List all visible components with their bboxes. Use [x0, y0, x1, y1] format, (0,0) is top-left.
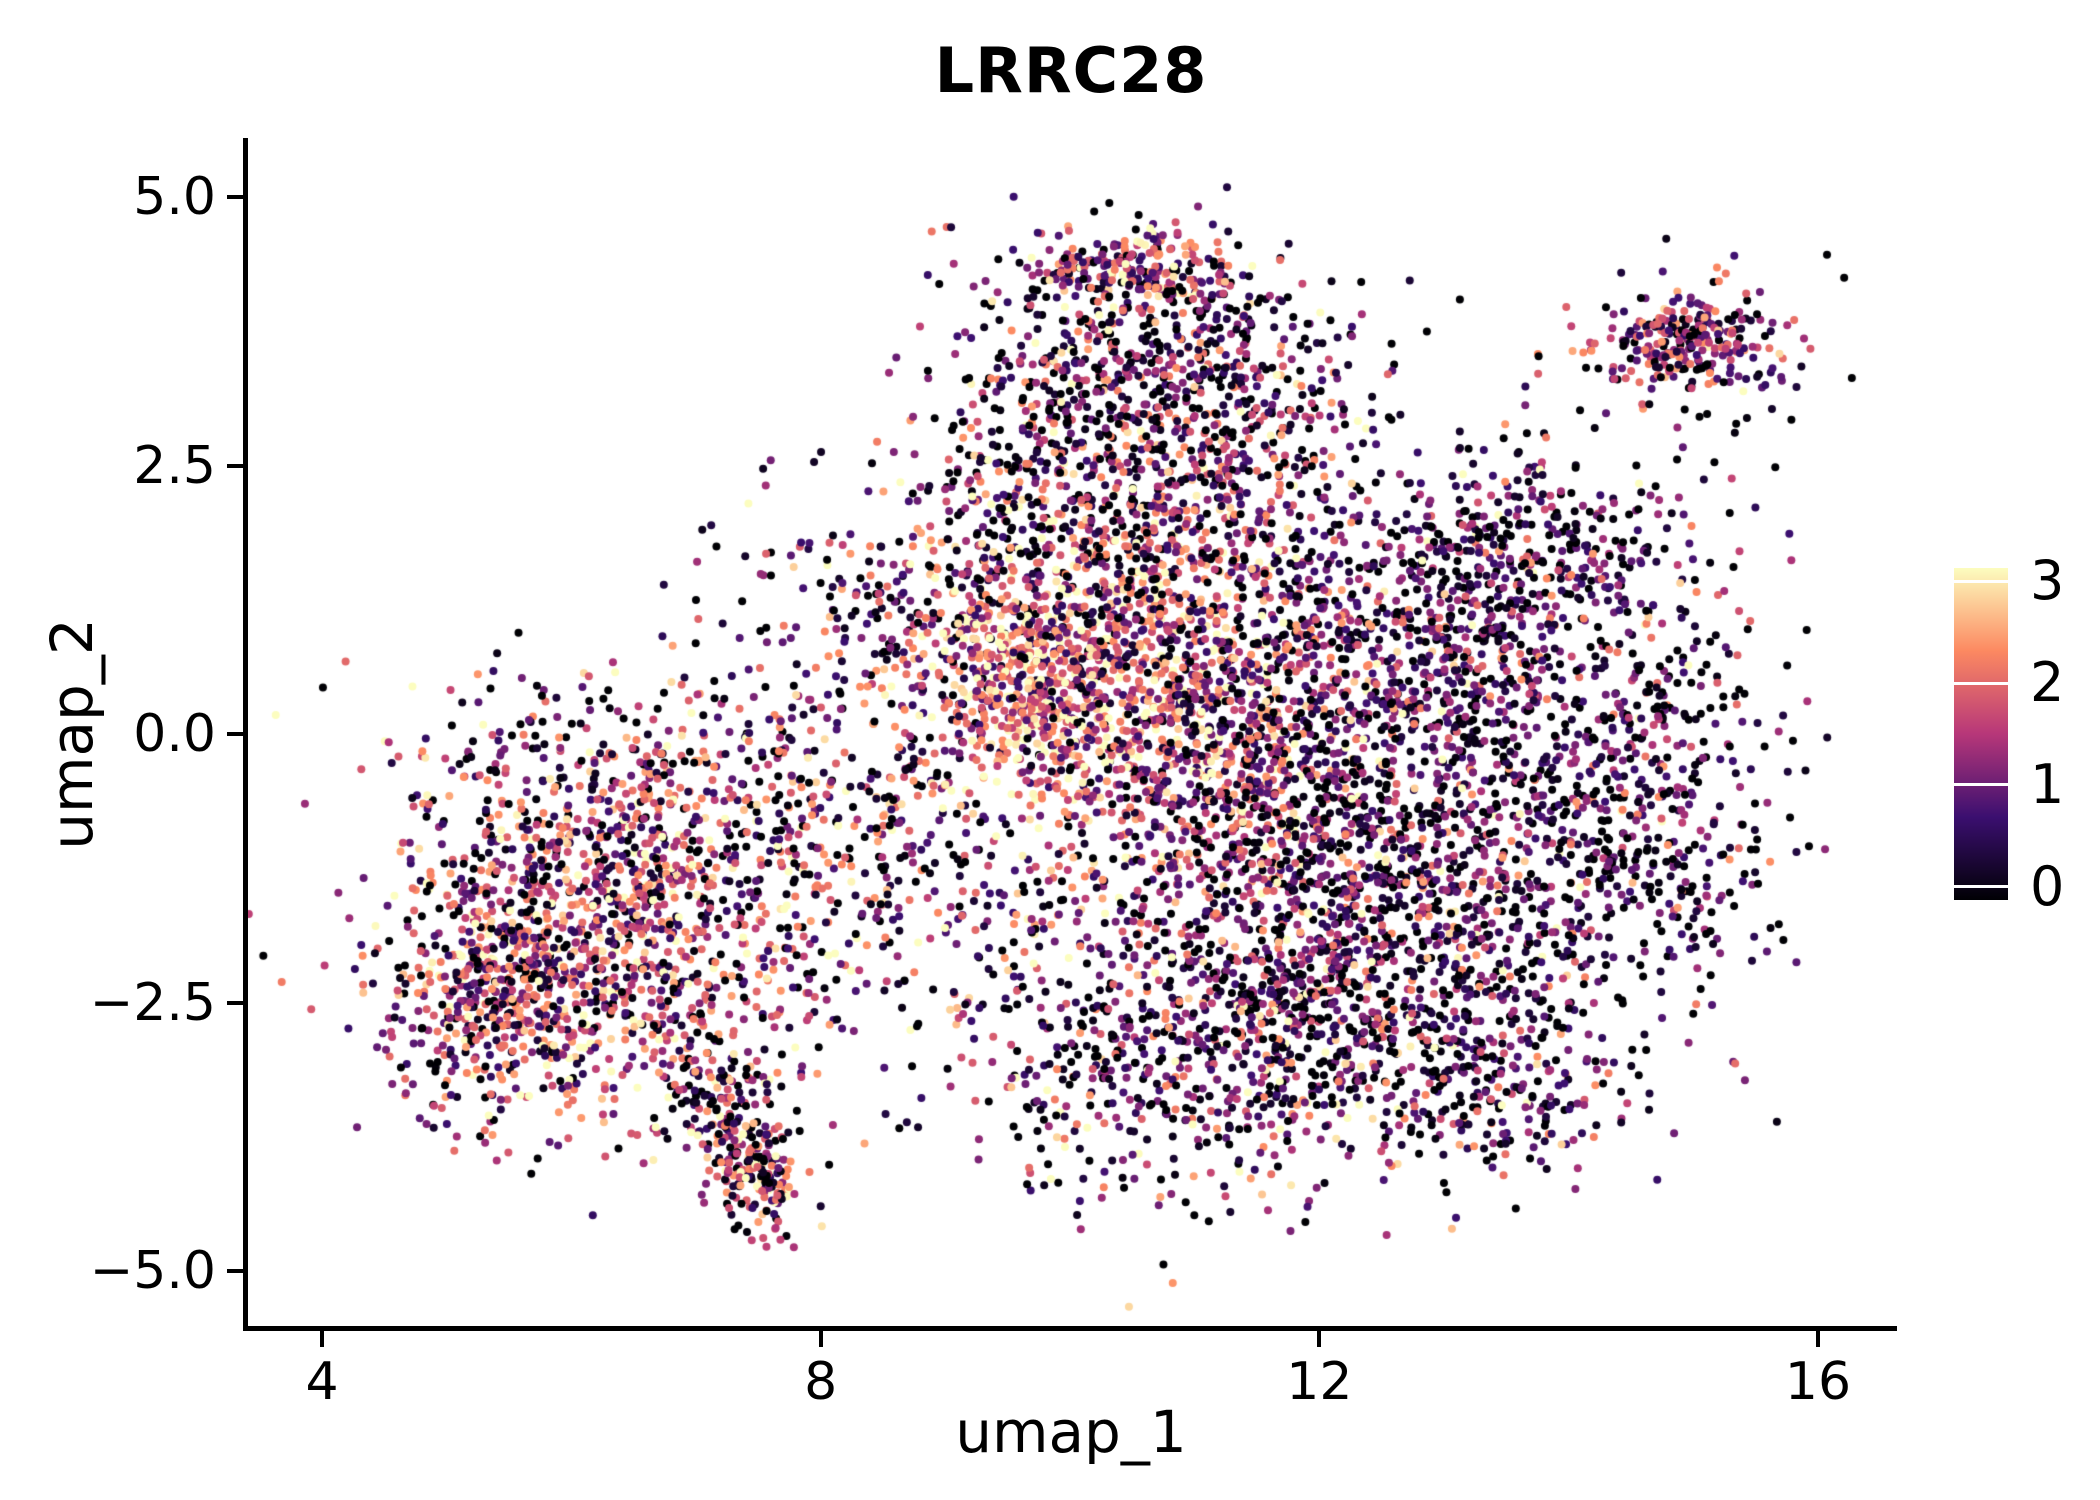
x-axis-label: umap_1 [955, 1398, 1187, 1466]
y-tick-label: 5.0 [133, 167, 216, 227]
colorbar-tick-mark [1954, 579, 2008, 583]
y-tick-label: −2.5 [89, 972, 216, 1033]
colorbar-tick-label: 2 [2030, 651, 2065, 715]
x-tick-mark [1816, 1331, 1820, 1347]
x-axis-line [243, 1326, 1897, 1331]
chart-title: LRRC28 [934, 34, 1208, 107]
x-tick-mark [1317, 1331, 1322, 1347]
y-tick-mark [227, 1269, 243, 1273]
colorbar: 3 2 1 0 [1954, 551, 2100, 916]
y-tick-mark [227, 1000, 243, 1005]
y-tick-label: −5.0 [89, 1241, 216, 1301]
y-axis-line [243, 138, 248, 1330]
x-tick-mark [320, 1331, 324, 1347]
y-tick-label: 0.0 [133, 704, 216, 764]
colorbar-tick-mark [1954, 885, 2008, 889]
y-tick-mark [227, 463, 243, 468]
colorbar-tick-label: 1 [2030, 752, 2065, 816]
x-tick-label: 4 [305, 1352, 339, 1412]
colorbar-tick-mark [1954, 681, 2008, 685]
colorbar-tick-mark [1954, 783, 2008, 787]
y-tick-mark [227, 732, 243, 736]
x-tick-label: 16 [1784, 1352, 1852, 1412]
colorbar-tick-label: 3 [2030, 549, 2065, 613]
x-tick-label: 12 [1286, 1352, 1353, 1412]
x-tick-label: 8 [804, 1352, 838, 1412]
colorbar-tick-label: 0 [2030, 854, 2065, 918]
colorbar-gradient [1954, 568, 2008, 900]
scatter-canvas [247, 143, 1890, 1326]
y-tick-label: 2.5 [133, 435, 216, 496]
x-tick-mark [818, 1331, 823, 1347]
y-tick-mark [227, 195, 243, 199]
